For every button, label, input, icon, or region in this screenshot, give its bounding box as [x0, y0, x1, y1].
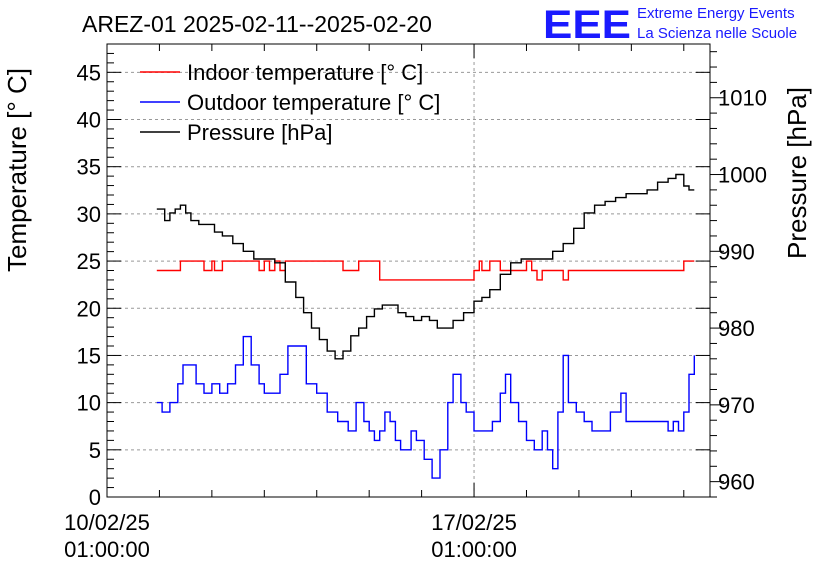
- eee-logo-mark: EEE: [543, 3, 631, 47]
- y2-tick-label: 1000: [718, 163, 767, 188]
- y-tick-label: 0: [89, 485, 101, 510]
- y2-tick-label: 980: [718, 316, 755, 341]
- legend: Indoor temperature [° C] Outdoor temperat…: [140, 60, 440, 145]
- y2-tick-label: 960: [718, 470, 755, 495]
- x-tick-label-date: 17/02/25: [431, 510, 517, 535]
- legend-label: Outdoor temperature [° C]: [187, 90, 440, 115]
- series-line-1: [156, 335, 695, 479]
- y-tick-label: 30: [77, 202, 101, 227]
- legend-label: Pressure [hPa]: [187, 120, 333, 145]
- y-tick-label: 40: [77, 108, 101, 133]
- x-tick-label-time: 01:00:00: [64, 537, 150, 562]
- y2-axis-title: Pressure [hPa]: [782, 87, 812, 259]
- x-tick-label-date: 10/02/25: [64, 510, 150, 535]
- y2-tick-label: 990: [718, 239, 755, 264]
- y-tick-label: 20: [77, 296, 101, 321]
- x-tick-label-time: 01:00:00: [431, 537, 517, 562]
- y-tick-label: 45: [77, 60, 101, 85]
- series-line-0: [156, 260, 695, 281]
- y2-tick-label: 1010: [718, 86, 767, 111]
- y-tick-label: 15: [77, 343, 101, 368]
- axes: 0 5 10 15 20 25 30 35 40 45 960 970 980 990 1000 1010 10…: [64, 43, 767, 562]
- eee-logo: EEE Extreme Energy Events La Scienza nel…: [543, 3, 797, 47]
- series-line-2: [156, 173, 695, 360]
- y-tick-label: 25: [77, 249, 101, 274]
- y-tick-label: 35: [77, 155, 101, 180]
- y2-tick-label: 970: [718, 393, 755, 418]
- legend-label: Indoor temperature [° C]: [187, 60, 423, 85]
- eee-logo-line2: La Scienza nelle Scuole: [637, 25, 797, 42]
- y-axis-title: Temperature [° C]: [2, 68, 32, 272]
- eee-logo-line1: Extreme Energy Events: [637, 5, 795, 22]
- series-layer: [156, 173, 695, 479]
- chart-title: AREZ-01 2025-02-11--2025-02-20: [82, 11, 432, 37]
- y-tick-label: 10: [77, 391, 101, 416]
- y-tick-label: 5: [89, 438, 101, 463]
